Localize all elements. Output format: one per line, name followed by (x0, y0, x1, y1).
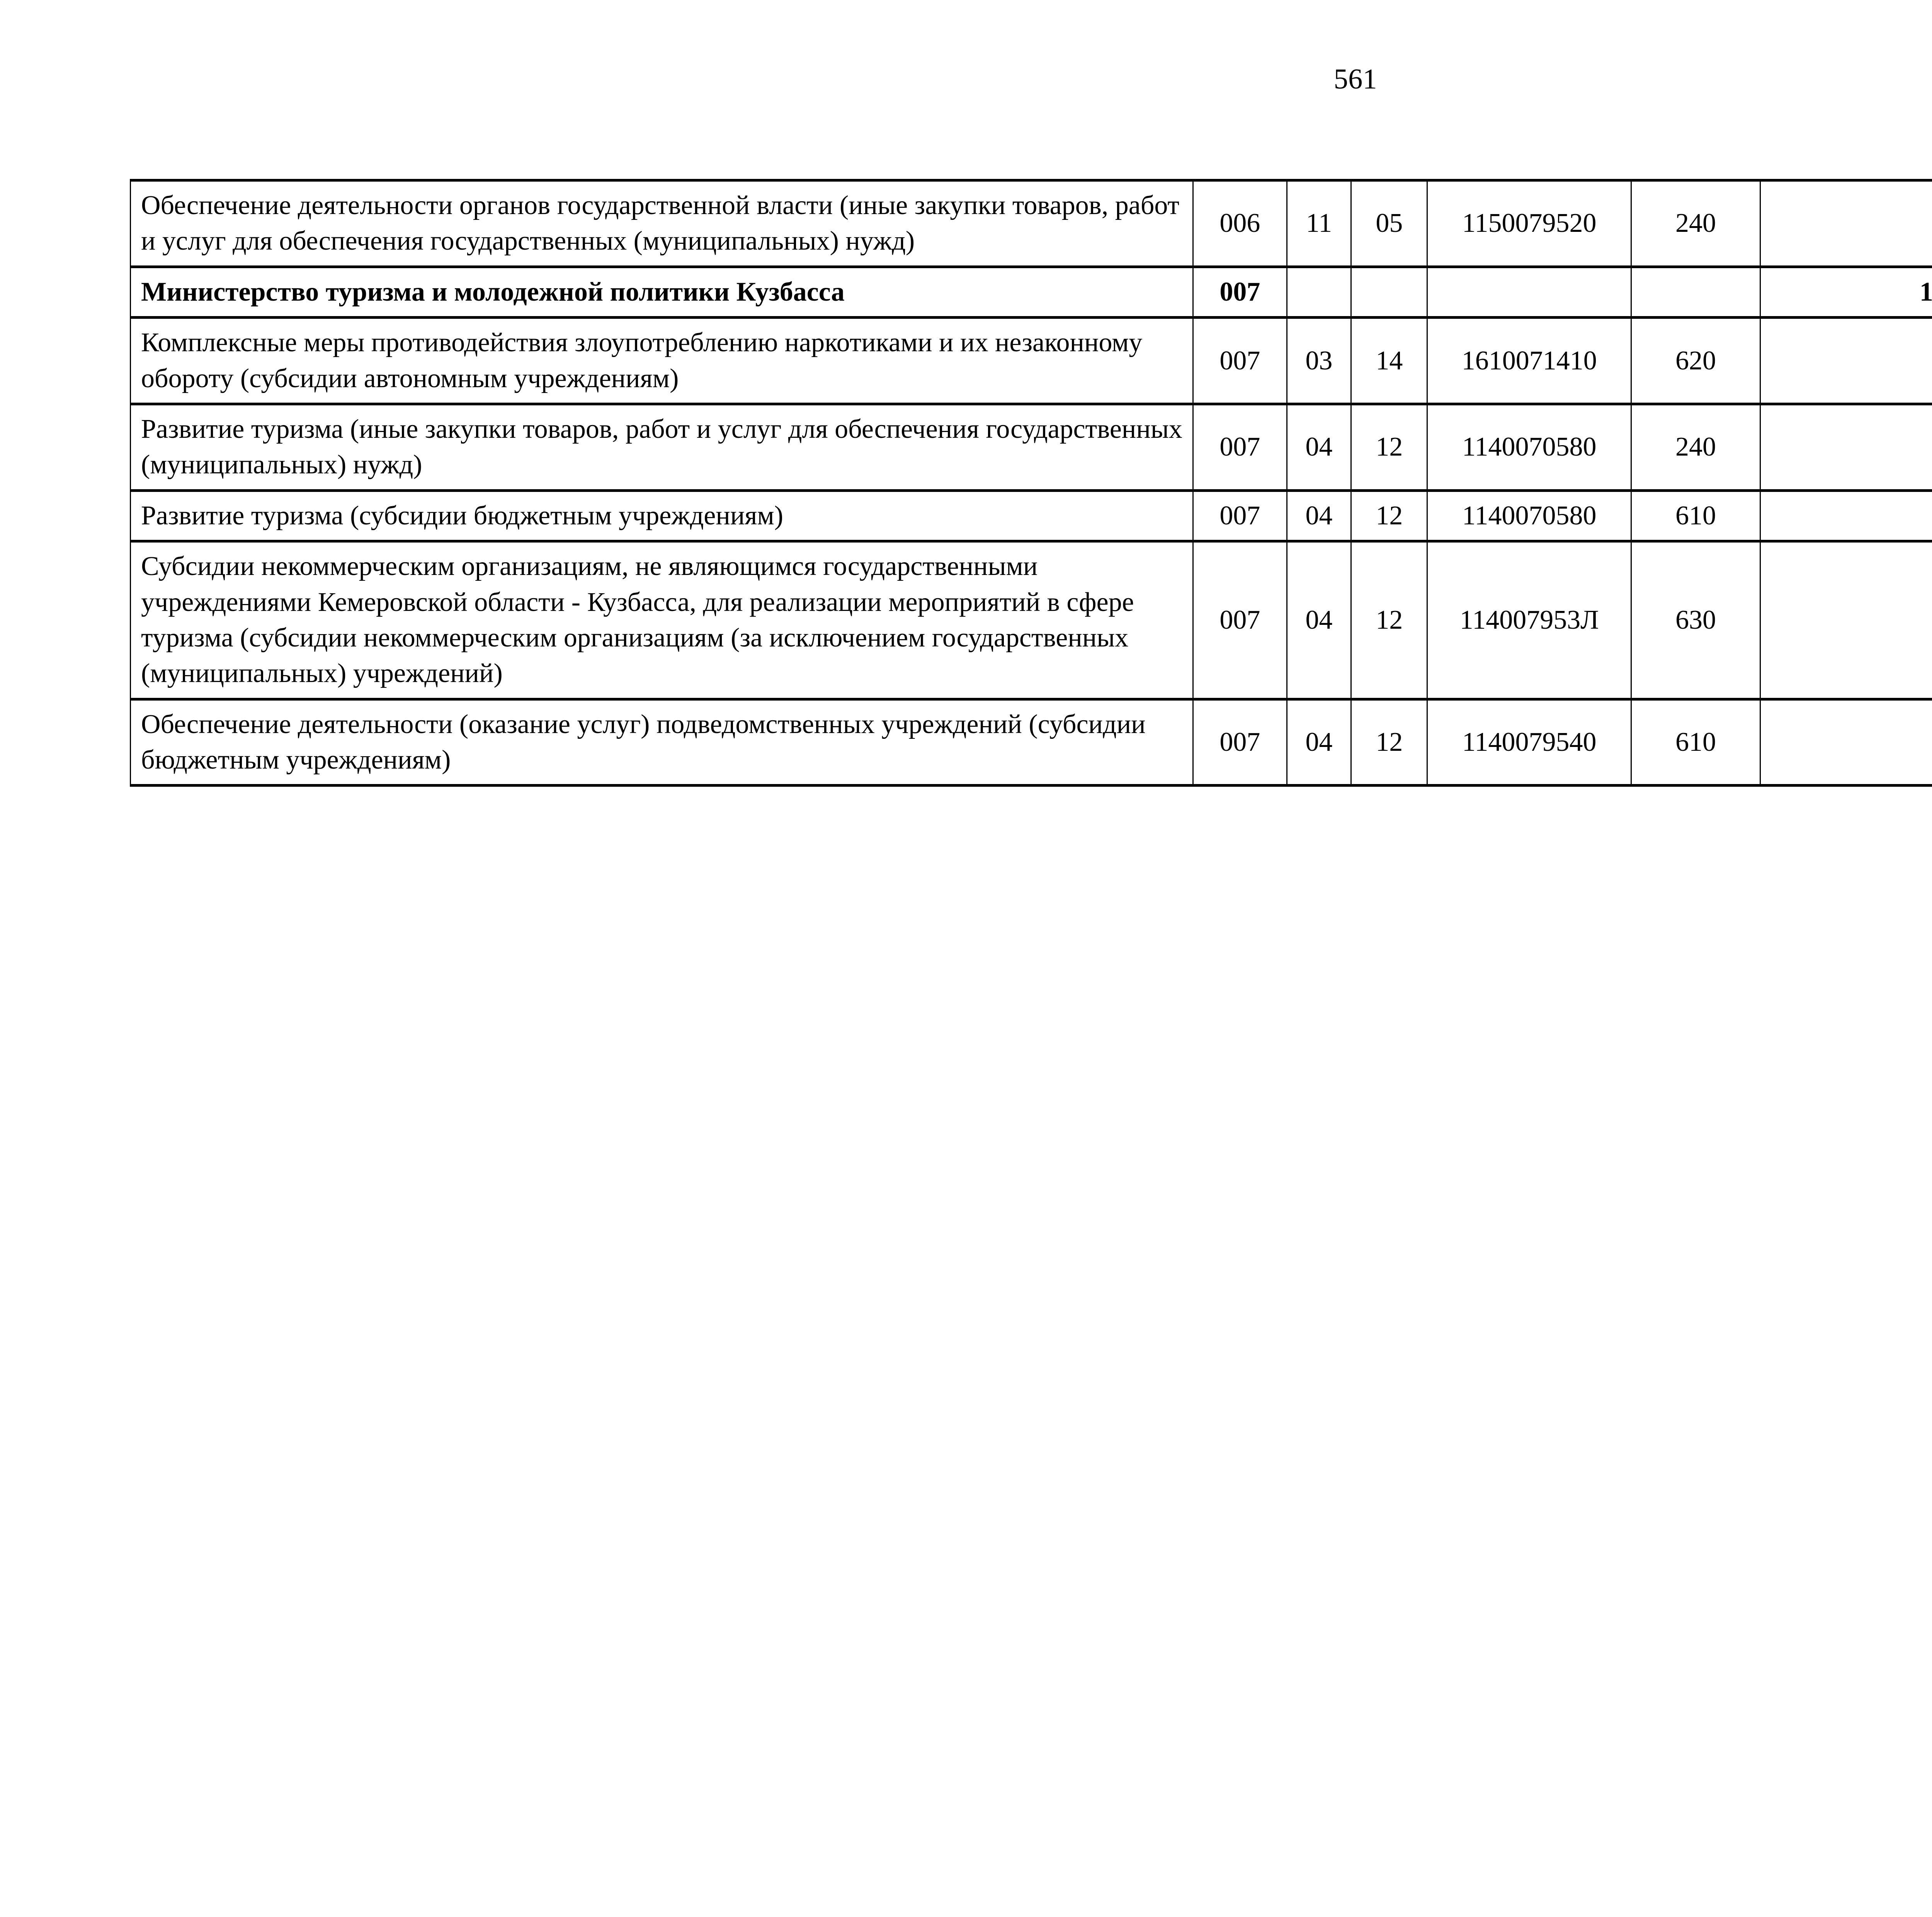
table-cell-razdel: 04 (1286, 697, 1352, 787)
table-row: Развитие туризма (иные закупки товаров, … (129, 402, 1932, 492)
table-cell-podrazdel: 12 (1350, 402, 1428, 492)
budget-table-body: Обеспечение деятельности органов государ… (129, 179, 1932, 787)
table-cell-sum1: 159913,9 (1760, 265, 1932, 319)
table-cell-vedomstvo: 007 (1192, 489, 1287, 543)
table-cell-razdel (1286, 265, 1352, 319)
page-number: 561 (1333, 63, 1378, 95)
table-cell-podrazdel: 12 (1350, 697, 1428, 787)
table-cell-name: Обеспечение деятельности органов государ… (129, 179, 1194, 268)
table-cell-name: Министерство туризма и молодежной полити… (129, 265, 1194, 319)
table-cell-vid_rashodov: 630 (1631, 540, 1761, 701)
table-cell-sum1: 640 (1760, 316, 1932, 405)
table-cell-podrazdel: 14 (1350, 316, 1428, 405)
table-cell-sum1: 6185 (1760, 489, 1932, 543)
table-cell-podrazdel: 12 (1350, 540, 1428, 701)
table-row: Обеспечение деятельности органов государ… (129, 179, 1932, 268)
table-cell-celevaya_statya: 1610071410 (1427, 316, 1632, 405)
table-cell-name: Развитие туризма (иные закупки товаров, … (129, 402, 1194, 492)
table-cell-celevaya_statya (1427, 265, 1632, 319)
table-row: Комплексные меры противодействия злоупот… (129, 316, 1932, 405)
table-cell-sum1: 1291 (1760, 179, 1932, 268)
table-cell-celevaya_statya: 1140079540 (1427, 697, 1632, 787)
table-cell-vid_rashodov: 610 (1631, 489, 1761, 543)
table-cell-sum1: 3100 (1760, 540, 1932, 701)
table-cell-vedomstvo: 006 (1192, 179, 1287, 268)
table-cell-celevaya_statya: 1140070580 (1427, 489, 1632, 543)
table-cell-vid_rashodov: 240 (1631, 179, 1761, 268)
table-cell-celevaya_statya: 114007953Л (1427, 540, 1632, 701)
table-cell-vedomstvo: 007 (1192, 402, 1287, 492)
table-cell-name: Развитие туризма (субсидии бюджетным учр… (129, 489, 1194, 543)
table-cell-razdel: 04 (1286, 489, 1352, 543)
table-cell-vid_rashodov (1631, 265, 1761, 319)
table-cell-vid_rashodov: 620 (1631, 316, 1761, 405)
table-cell-razdel: 04 (1286, 402, 1352, 492)
table-cell-podrazdel (1350, 265, 1428, 319)
table-cell-razdel: 11 (1286, 179, 1352, 268)
table-cell-vedomstvo: 007 (1192, 265, 1287, 319)
table-cell-name: Обеспечение деятельности (оказание услуг… (129, 697, 1194, 787)
table-row: Обеспечение деятельности (оказание услуг… (129, 697, 1932, 787)
table-row: Министерство туризма и молодежной полити… (129, 265, 1932, 319)
table-row: Субсидии некоммерческим организациям, не… (129, 540, 1932, 701)
table-cell-vedomstvo: 007 (1192, 697, 1287, 787)
table-cell-podrazdel: 12 (1350, 489, 1428, 543)
table-cell-vedomstvo: 007 (1192, 316, 1287, 405)
table-cell-name: Комплексные меры противодействия злоупот… (129, 316, 1194, 405)
table-row: Развитие туризма (субсидии бюджетным учр… (129, 489, 1932, 543)
budget-table-container: Обеспечение деятельности органов государ… (129, 179, 1932, 787)
table-cell-razdel: 03 (1286, 316, 1352, 405)
table-cell-vedomstvo: 007 (1192, 540, 1287, 701)
table-cell-vid_rashodov: 610 (1631, 697, 1761, 787)
table-cell-name: Субсидии некоммерческим организациям, не… (129, 540, 1194, 701)
table-cell-razdel: 04 (1286, 540, 1352, 701)
table-cell-sum1: 37232,3 (1760, 697, 1932, 787)
table-cell-sum1: 1000 (1760, 402, 1932, 492)
table-cell-celevaya_statya: 1140070580 (1427, 402, 1632, 492)
table-cell-vid_rashodov: 240 (1631, 402, 1761, 492)
table-cell-celevaya_statya: 1150079520 (1427, 179, 1632, 268)
table-cell-podrazdel: 05 (1350, 179, 1428, 268)
budget-table: Обеспечение деятельности органов государ… (129, 179, 1932, 787)
